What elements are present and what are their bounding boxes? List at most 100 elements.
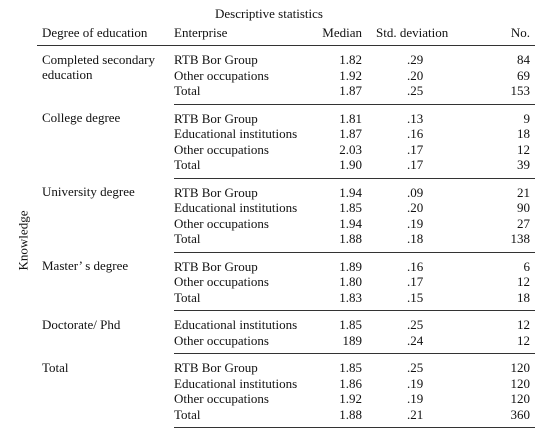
table-row: Other occupations 1.94 .19 27 — [37, 216, 535, 232]
enterprise-cell: Educational institutions — [174, 200, 298, 215]
median-cell: 1.94 — [339, 184, 362, 200]
table-row: Other occupations 1.92 .19 120 — [37, 391, 535, 407]
median-cell: 1.83 — [314, 289, 362, 311]
std-deviation-cell: .21 — [362, 406, 452, 428]
table-title: Descriptive statistics — [215, 6, 323, 21]
table-row: Master’ s degree RTB Bor Group 1.89 .16 6 — [37, 252, 535, 274]
count-cell: 9 — [523, 110, 531, 126]
median-cell: 1.92 — [339, 391, 362, 406]
degree-cell: Doctorate/ Phd — [42, 316, 121, 332]
enterprise-cell: Other occupations — [174, 274, 269, 289]
table-row: Doctorate/ Phd Educational institutions 1.… — [37, 311, 535, 333]
knowledge-side-label: Knowledge — [15, 210, 31, 271]
enterprise-cell: Total — [174, 157, 314, 179]
std-deviation-cell: .09 — [407, 184, 424, 200]
count-cell: 27 — [517, 215, 530, 231]
table-row: Completed secondary education RTB Bor Gro… — [37, 46, 535, 82]
enterprise-cell: RTB Bor Group — [174, 258, 258, 274]
header-row: Degree of education Enterprise Median St… — [37, 22, 535, 46]
median-cell: 1.94 — [339, 215, 362, 231]
median-cell: 1.92 — [339, 67, 362, 83]
median-cell: 1.86 — [339, 375, 362, 391]
median-cell: 1.88 — [314, 406, 362, 428]
count-cell: 138 — [452, 231, 535, 253]
count-cell: 120 — [510, 360, 531, 375]
enterprise-cell: RTB Bor Group — [174, 52, 258, 67]
table-row: Other occupations 189.24 12 — [37, 332, 535, 354]
median-cell: 1.81 — [339, 110, 362, 126]
std-deviation-cell: .20 — [407, 67, 424, 83]
column-header-degree: Degree of education — [37, 22, 174, 46]
column-header-std-deviation: Std. deviation — [362, 22, 452, 46]
enterprise-cell: Educational institutions — [174, 375, 298, 391]
enterprise-cell: Other occupations — [174, 67, 269, 83]
degree-cell: College degree — [42, 110, 121, 125]
std-deviation-cell: .17 — [407, 274, 424, 289]
std-deviation-cell: .17 — [362, 157, 452, 179]
count-cell: 12 — [517, 274, 530, 289]
enterprise-cell: RTB Bor Group — [174, 360, 258, 375]
column-header-count: No. — [452, 22, 535, 46]
enterprise-cell: Other occupations — [174, 391, 269, 406]
std-deviation-cell: .25 — [407, 317, 424, 332]
enterprise-cell: Educational institutions — [174, 126, 298, 141]
count-cell: 69 — [517, 67, 530, 83]
median-cell: 1.85 — [339, 200, 362, 215]
table-row: Total 1.83.15 18 — [37, 289, 535, 311]
table-row: Educational institutions 1.87 .16 18 — [37, 126, 535, 142]
count-cell: 21 — [517, 184, 530, 200]
degree-cell: Master’ s degree — [42, 258, 129, 273]
std-deviation-cell: .18 — [362, 231, 452, 253]
degree-cell: Completed secondary education — [42, 52, 155, 82]
std-deviation-cell: .19 — [407, 391, 424, 406]
enterprise-cell: RTB Bor Group — [174, 184, 258, 200]
degree-cell: Total — [42, 359, 69, 375]
table-row: Other occupations 1.80 .17 12 — [37, 274, 535, 290]
table-row: Total 1.88.18 138 — [37, 231, 535, 253]
count-cell: 18 — [452, 289, 535, 311]
enterprise-cell: Total — [174, 289, 314, 311]
std-deviation-cell: .16 — [407, 126, 424, 141]
enterprise-cell: Total — [174, 406, 314, 428]
std-deviation-cell: .24 — [362, 332, 452, 354]
median-cell: 1.85 — [339, 360, 362, 375]
count-cell: 153 — [452, 83, 535, 105]
count-cell: 360 — [452, 406, 535, 428]
median-cell: 1.87 — [339, 126, 362, 141]
count-cell: 39 — [452, 157, 535, 179]
median-cell: 1.88 — [314, 231, 362, 253]
table-row: College degree RTB Bor Group 1.81 .13 9 — [37, 104, 535, 126]
table-row: Total 1.90.17 39 — [37, 157, 535, 179]
table-body: Completed secondary education RTB Bor Gro… — [37, 46, 535, 428]
median-cell: 1.87 — [314, 83, 362, 105]
std-deviation-cell: .25 — [362, 83, 452, 105]
enterprise-cell: RTB Bor Group — [174, 110, 258, 126]
table-row: Educational institutions 1.85 .20 90 — [37, 200, 535, 216]
table-row: Educational institutions 1.86 .19 120 — [37, 376, 535, 392]
descriptive-statistics-table: Degree of education Enterprise Median St… — [37, 22, 535, 428]
enterprise-cell: Other occupations — [174, 215, 269, 231]
table-row: Total 1.88.21 360 — [37, 406, 535, 428]
count-cell: 12 — [517, 317, 530, 332]
count-cell: 120 — [510, 391, 531, 406]
std-deviation-cell: .13 — [407, 110, 424, 126]
count-cell: 84 — [517, 52, 530, 67]
std-deviation-cell: .19 — [407, 215, 424, 231]
degree-cell: University degree — [42, 184, 135, 199]
count-cell: 12 — [452, 332, 535, 354]
enterprise-cell: Total — [174, 231, 314, 253]
median-cell: 2.03 — [339, 141, 362, 157]
median-cell: 1.85 — [339, 317, 362, 332]
enterprise-cell: Other occupations — [174, 332, 314, 354]
median-cell: 1.90 — [314, 157, 362, 179]
table-row: Other occupations 2.03 .17 12 — [37, 142, 535, 158]
std-deviation-cell: .19 — [407, 375, 424, 391]
count-cell: 6 — [523, 258, 531, 274]
median-cell: 1.82 — [339, 52, 362, 67]
std-deviation-cell: .17 — [407, 141, 424, 157]
count-cell: 120 — [510, 375, 531, 391]
std-deviation-cell: .15 — [362, 289, 452, 311]
std-deviation-cell: .25 — [407, 360, 424, 375]
column-header-median: Median — [314, 22, 362, 46]
enterprise-cell: Other occupations — [174, 141, 269, 157]
